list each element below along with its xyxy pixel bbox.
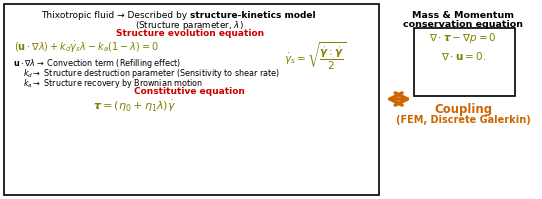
Bar — [4, 4, 379, 195]
Text: $\mathbf{u} \cdot \nabla\lambda\rightarrow$ Convection term (Refilling effect): $\mathbf{u} \cdot \nabla\lambda\rightarr… — [14, 57, 182, 70]
Text: conservation equation: conservation equation — [403, 20, 523, 29]
Text: Constitutive equation: Constitutive equation — [134, 87, 245, 96]
Text: structure-kinetics model: structure-kinetics model — [190, 11, 315, 20]
Text: $(\mathbf{u} \cdot \nabla\lambda) + k_d\dot{\gamma}_s\lambda - k_a(1-\lambda) = : $(\mathbf{u} \cdot \nabla\lambda) + k_d\… — [15, 40, 159, 55]
FancyArrowPatch shape — [390, 93, 408, 105]
Text: $k_a \rightarrow$ Structure recovery by Brownian motion: $k_a \rightarrow$ Structure recovery by … — [23, 77, 203, 90]
Text: $k_d \rightarrow$ Structure destruction parameter (Sensitivity to shear rate): $k_d \rightarrow$ Structure destruction … — [23, 67, 280, 80]
Text: Coupling: Coupling — [434, 103, 492, 116]
Text: Structure evolution equation: Structure evolution equation — [115, 29, 264, 38]
Text: $\boldsymbol{\tau} = (\eta_0 + \eta_1\lambda)\dot{\gamma}$: $\boldsymbol{\tau} = (\eta_0 + \eta_1\la… — [93, 99, 177, 114]
Bar — [414, 28, 515, 96]
Text: $\dot{\gamma}_s = \sqrt{\dfrac{\dot{\boldsymbol{\gamma}}:\dot{\boldsymbol{\gamma: $\dot{\gamma}_s = \sqrt{\dfrac{\dot{\bol… — [284, 40, 346, 72]
Text: $\nabla \cdot \boldsymbol{\tau} - \nabla p = 0$: $\nabla \cdot \boldsymbol{\tau} - \nabla… — [429, 31, 497, 45]
Text: Mass & Momentum: Mass & Momentum — [412, 11, 514, 20]
Text: Thixotropic fluid → Described by: Thixotropic fluid → Described by — [41, 11, 190, 20]
Text: $\nabla \cdot \mathbf{u} = 0.$: $\nabla \cdot \mathbf{u} = 0.$ — [441, 51, 486, 62]
Text: (Structure parameter, $\lambda$): (Structure parameter, $\lambda$) — [136, 19, 244, 32]
Text: (FEM, Discrete Galerkin): (FEM, Discrete Galerkin) — [396, 115, 531, 125]
